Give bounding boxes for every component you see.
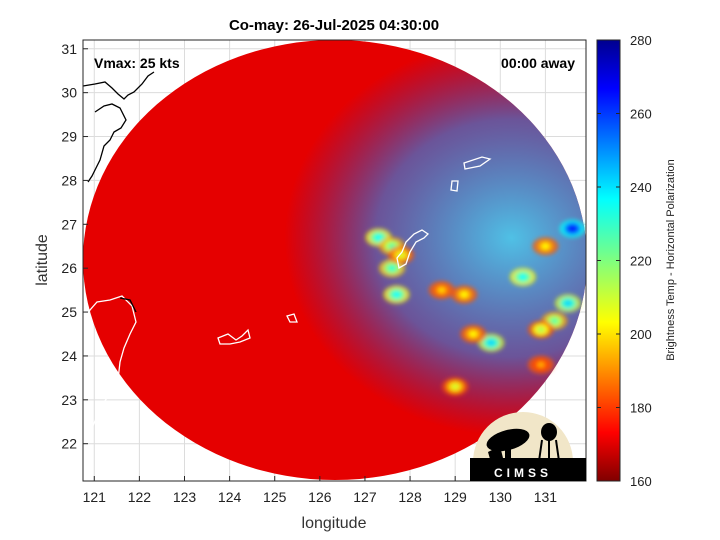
colorbar-tick-label: 260 <box>630 107 652 122</box>
colorbar-tick-label: 160 <box>630 474 652 489</box>
cell-core <box>536 361 545 368</box>
satellite-dish-icon <box>486 428 530 452</box>
y-tick-label: 28 <box>61 172 77 188</box>
y-tick-label: 27 <box>61 216 77 232</box>
y-axis: 22 23 24 25 26 27 28 29 30 31 <box>61 41 88 452</box>
convective-cells <box>365 219 586 396</box>
cell-core <box>388 265 397 272</box>
x-tick-label: 126 <box>308 489 332 505</box>
x-tick-label: 122 <box>128 489 152 505</box>
cell-core <box>460 291 469 298</box>
axes-frame <box>82 39 587 482</box>
colorbar-ticks: 160 180 200 220 240 260 280 <box>597 33 652 489</box>
colorbar-tick-label: 200 <box>630 327 652 342</box>
y-tick-label: 29 <box>61 129 77 145</box>
y-tick-label: 23 <box>61 392 77 408</box>
x-tick-label: 123 <box>173 489 197 505</box>
coastlines <box>83 71 492 443</box>
cell-core <box>487 339 496 346</box>
y-axis-label: latitude <box>34 234 51 286</box>
cell-core <box>518 273 527 280</box>
colorbar-tick-label: 240 <box>630 180 652 195</box>
water-tower-icon <box>541 423 557 441</box>
x-tick-label: 129 <box>443 489 467 505</box>
y-tick-label: 31 <box>61 41 77 57</box>
vmax-annotation: Vmax: 25 kts <box>94 55 180 71</box>
y-tick-label: 25 <box>61 304 77 320</box>
chart-title: Co-may: 26-Jul-2025 04:30:00 <box>229 17 439 34</box>
y-tick-label: 30 <box>61 85 77 101</box>
x-tick-label: 131 <box>534 489 558 505</box>
x-tick-label: 127 <box>353 489 377 505</box>
colorbar-tick-label: 180 <box>630 401 652 416</box>
cell-core <box>568 225 577 232</box>
cimss-logo: CIMSS <box>470 412 586 481</box>
x-tick-label: 128 <box>398 489 422 505</box>
warm-region <box>83 40 586 480</box>
logo-text: CIMSS <box>494 466 552 480</box>
y-tick-label: 22 <box>61 436 77 452</box>
logo-base <box>470 458 586 481</box>
y-tick-label: 24 <box>61 348 77 364</box>
x-axis-label: longitude <box>302 515 367 532</box>
cell-core <box>541 243 550 250</box>
cell-core <box>392 291 401 298</box>
x-tick-label: 121 <box>83 489 107 505</box>
colorbar-tick-label: 220 <box>630 254 652 269</box>
colorbar-tick-label: 280 <box>630 33 652 48</box>
x-tick-label: 124 <box>218 489 242 505</box>
time-away-annotation: 00:00 away <box>501 55 575 71</box>
y-tick-label: 26 <box>61 260 77 276</box>
cell-core <box>469 331 478 337</box>
cell-core <box>563 300 572 307</box>
x-axis: 121 122 123 124 125 126 127 128 129 130 131 <box>83 476 558 505</box>
cell-core <box>536 326 545 333</box>
cell-core <box>437 287 446 294</box>
cell-core <box>550 317 559 324</box>
cell-core <box>451 383 460 390</box>
x-tick-label: 125 <box>263 489 287 505</box>
colorbar-label: Brightness Temp - Horizontal Polarizatio… <box>665 159 677 361</box>
cell-core <box>374 234 383 241</box>
x-tick-label: 130 <box>489 489 513 505</box>
